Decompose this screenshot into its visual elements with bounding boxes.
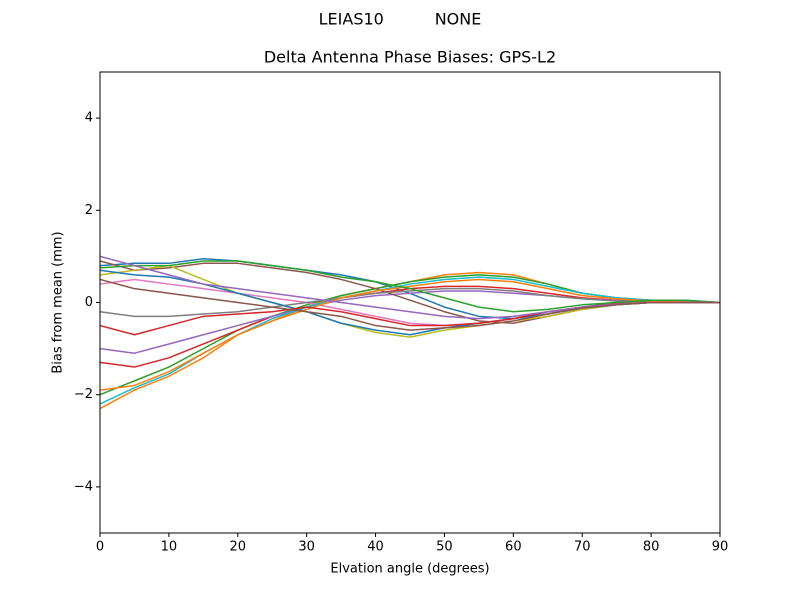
x-tick-label: 20: [230, 540, 247, 555]
data-line: [99, 278, 720, 331]
data-line: [99, 260, 721, 324]
x-tick-label: 30: [298, 540, 315, 555]
x-tick-label: 80: [643, 540, 660, 555]
chart-title: Delta Antenna Phase Biases: GPS-L2: [264, 48, 556, 67]
suptitle: LEIAS10 NONE: [319, 10, 482, 29]
plot-area: [99, 255, 721, 410]
x-axis-label: Elvation angle (degrees): [330, 562, 489, 577]
x-tick-label: 40: [367, 540, 384, 555]
x-tick-label: 10: [161, 540, 178, 555]
y-axis-label: Bias from mean (mm): [51, 231, 66, 373]
y-tick-label: 0: [85, 295, 93, 310]
x-tick-label: 60: [505, 540, 522, 555]
x-tick-label: 90: [712, 540, 729, 555]
x-tick-label: 50: [436, 540, 453, 555]
y-tick-label: 4: [85, 111, 93, 126]
data-line: [99, 287, 720, 318]
y-tick-label: 2: [85, 203, 93, 218]
data-line: [99, 278, 721, 391]
data-line: [99, 260, 721, 313]
y-tick-label: −2: [74, 387, 93, 402]
y-tick-label: −4: [74, 479, 93, 494]
x-tick-label: 0: [96, 540, 104, 555]
x-tick-label: 70: [574, 540, 591, 555]
